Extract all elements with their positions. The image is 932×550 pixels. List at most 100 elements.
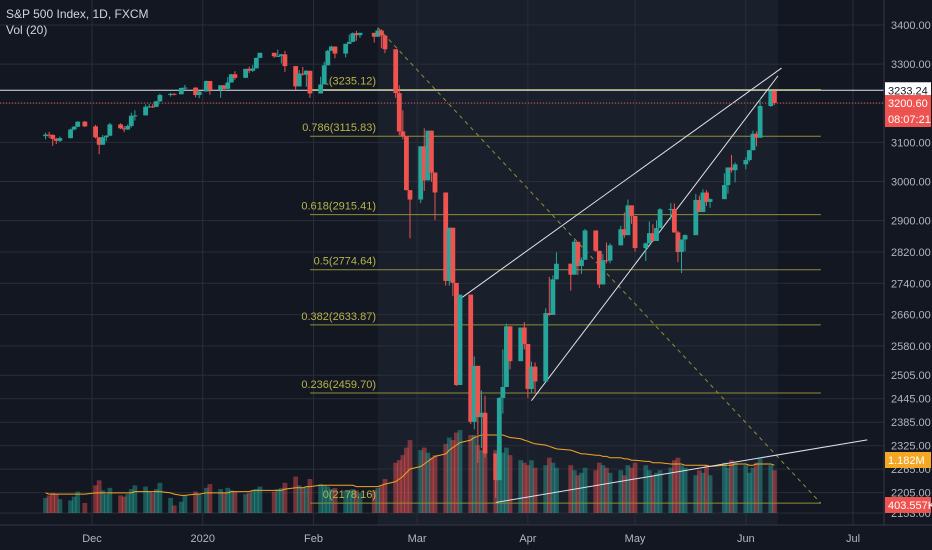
- candle-body: [171, 93, 177, 95]
- candle-body: [425, 130, 431, 181]
- candle-body: [307, 70, 313, 94]
- price-badge: [885, 497, 931, 513]
- volume-bar: [418, 450, 424, 513]
- volume-bar: [343, 490, 349, 513]
- volume-bar: [671, 460, 677, 513]
- price-tick-label: 3400.00: [891, 20, 931, 32]
- candle-body: [225, 82, 231, 89]
- volume-bar: [421, 447, 427, 513]
- fib-level-label: 1(3235.12): [323, 76, 376, 88]
- candle-body: [93, 126, 98, 138]
- volume-bar: [579, 472, 584, 513]
- volume-bar: [193, 491, 199, 513]
- volume-bar: [693, 475, 699, 513]
- volume-bar: [646, 470, 652, 513]
- volume-bar: [707, 475, 713, 513]
- volume-bar: [171, 505, 177, 513]
- candle-body: [343, 43, 349, 54]
- candle-body: [404, 136, 409, 191]
- volume-bar: [75, 491, 81, 513]
- candle-body: [332, 46, 338, 54]
- price-badge-label: 403.557K: [888, 500, 932, 512]
- candle-body: [632, 215, 638, 249]
- volume-bar: [375, 487, 381, 513]
- candle-body: [607, 245, 613, 261]
- volume-bar: [253, 489, 259, 513]
- candle-body: [696, 199, 702, 213]
- candle-body: [143, 106, 148, 116]
- volume-bar: [700, 472, 706, 513]
- volume-bar: [150, 492, 156, 513]
- volume-bar: [521, 462, 527, 513]
- volume-bar: [182, 495, 188, 513]
- candle-body: [518, 327, 524, 362]
- volume-bar: [571, 470, 577, 513]
- volume-bar: [296, 485, 302, 513]
- volume-bar: [475, 445, 481, 513]
- candle-body: [103, 135, 109, 138]
- candle-body: [654, 228, 659, 242]
- candle-body: [757, 106, 763, 138]
- volume-bar: [371, 490, 377, 513]
- candle-body: [554, 263, 559, 280]
- candle-body: [532, 366, 538, 382]
- volume-bar: [518, 460, 524, 513]
- candle-body: [618, 229, 624, 246]
- price-tick-label: 2205.00: [891, 488, 931, 500]
- candle-body: [146, 106, 152, 108]
- volume-bar: [168, 497, 174, 513]
- price-badge-label: 3200.60: [888, 98, 928, 110]
- volume-bar: [321, 485, 327, 513]
- volume-indicator-label: Vol (20): [6, 23, 48, 37]
- candle-body: [118, 124, 123, 129]
- volume-bar: [575, 475, 581, 513]
- volume-bar: [668, 467, 674, 513]
- candle-body: [421, 146, 427, 181]
- price-badge: [885, 111, 931, 128]
- chart-title: S&P 500 Index, 1D, FXCM: [6, 7, 149, 21]
- volume-bar: [93, 485, 98, 513]
- candle-body: [346, 41, 352, 44]
- candle-body: [378, 30, 384, 36]
- candle-body: [568, 263, 574, 275]
- volume-bar: [532, 467, 538, 513]
- candle-body: [253, 57, 259, 69]
- candle-body: [457, 294, 463, 386]
- candle-body: [68, 129, 73, 139]
- volume-bar: [121, 496, 127, 513]
- candle-body: [743, 160, 749, 165]
- candle-body: [575, 241, 581, 267]
- volume-bar: [378, 485, 384, 513]
- fib-level-label: 0.618(2915.41): [301, 201, 376, 213]
- volume-bar: [696, 470, 702, 513]
- volume-bar: [153, 489, 159, 513]
- volume-bar: [743, 465, 749, 513]
- candle-body: [350, 33, 356, 42]
- volume-bar: [404, 447, 409, 513]
- volume-bar: [750, 467, 756, 513]
- volume-bar: [232, 491, 238, 513]
- trend-line: [495, 439, 868, 503]
- volume-bar: [479, 450, 484, 513]
- price-tick-label: 2660.00: [891, 310, 931, 322]
- candle-body: [382, 35, 388, 50]
- candle-body: [504, 326, 509, 387]
- candle-body: [768, 90, 774, 107]
- volume-bar: [529, 460, 534, 513]
- time-tick-label: Mar: [408, 533, 427, 545]
- candle-body: [479, 412, 484, 418]
- candle-body: [196, 91, 202, 96]
- candle-body: [400, 131, 406, 137]
- price-tick-label: 3300.00: [891, 59, 931, 71]
- candle-body: [53, 138, 59, 141]
- candle-body: [454, 282, 459, 386]
- candle-body: [407, 190, 413, 200]
- fib-level-label: 0.786(3115.83): [302, 122, 376, 134]
- volume-bar: [353, 490, 359, 513]
- candle-body: [296, 73, 302, 87]
- candle-body: [293, 66, 299, 87]
- volume-bar: [143, 486, 148, 513]
- candle-body: [150, 106, 156, 108]
